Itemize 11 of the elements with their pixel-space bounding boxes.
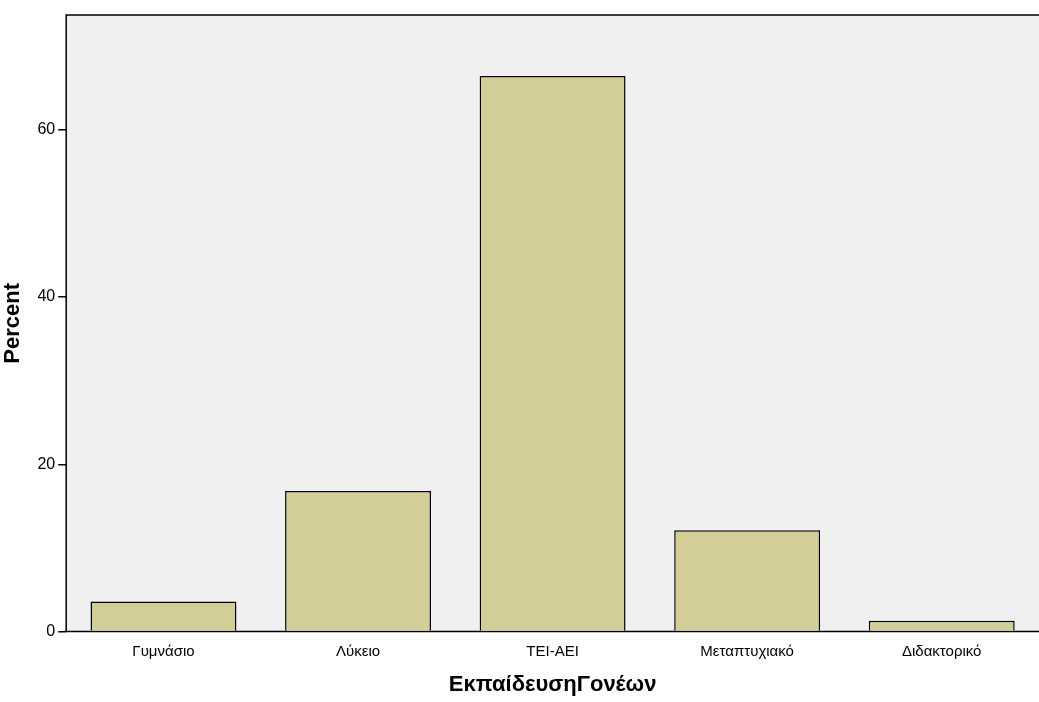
x-tick-label: Διδακτορικό bbox=[901, 641, 982, 659]
x-tick-label: ΤΕΙ-ΑΕΙ bbox=[526, 641, 579, 659]
y-tick-label: 20 bbox=[37, 454, 56, 472]
y-axis-title: Percent bbox=[0, 282, 25, 364]
x-tick-label: Λύκειο bbox=[335, 641, 381, 659]
y-tick-label: 0 bbox=[46, 622, 56, 640]
x-axis-title: ΕκπαίδευσηΓονέων bbox=[448, 670, 657, 696]
x-tick-label: Γυμνάσιο bbox=[132, 641, 195, 659]
y-tick-label: 40 bbox=[37, 287, 56, 305]
y-tick-label: 60 bbox=[37, 120, 56, 138]
x-tick-label: Μεταπτυχιακό bbox=[700, 641, 794, 659]
